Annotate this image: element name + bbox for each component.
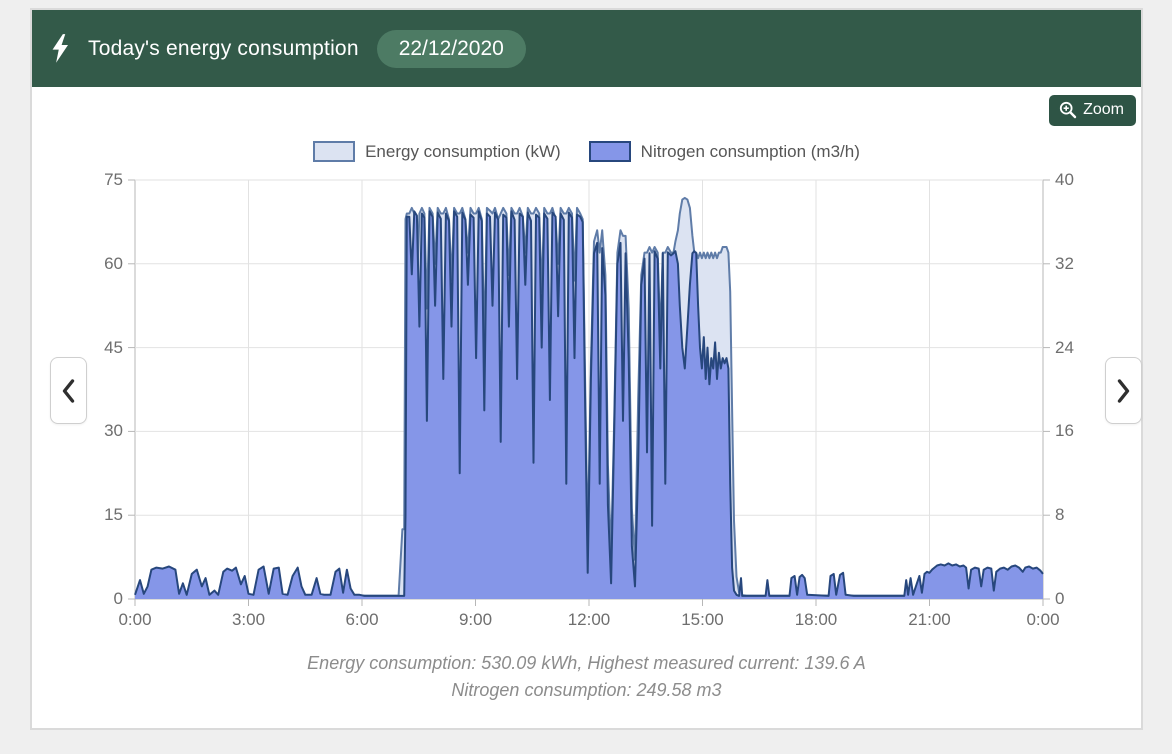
legend-swatch: [313, 141, 356, 162]
energy-consumption-card: Today's energy consumption 22/12/2020 Zo…: [30, 8, 1143, 730]
next-day-button[interactable]: [1105, 357, 1142, 424]
y-right-tick-label: 40: [1055, 170, 1074, 189]
legend-label: Nitrogen consumption (m3/h): [640, 141, 860, 161]
chart-panel: Zoom Energy consumption (kW) Nitrogen con…: [32, 87, 1142, 728]
chart-caption: Energy consumption: 530.09 kWh, Highest …: [32, 650, 1141, 704]
x-tick-label: 12:00: [567, 610, 611, 629]
magnifier-plus-icon: [1059, 101, 1077, 119]
legend-item-energy[interactable]: Energy consumption (kW): [313, 141, 561, 162]
x-tick-label: 15:00: [681, 610, 724, 629]
y-right-tick-label: 8: [1055, 505, 1065, 525]
x-tick-label: 18:00: [794, 610, 838, 629]
lightning-bolt-icon: [48, 32, 74, 66]
x-tick-label: 0:00: [1026, 610, 1060, 629]
x-tick-label: 9:00: [458, 610, 493, 629]
y-right-tick-label: 16: [1055, 421, 1074, 441]
date-badge[interactable]: 22/12/2020: [376, 29, 526, 68]
previous-day-button[interactable]: [50, 357, 87, 424]
x-tick-label: 6:00: [345, 610, 379, 629]
legend-item-nitrogen[interactable]: Nitrogen consumption (m3/h): [588, 141, 860, 162]
zoom-button-label: Zoom: [1083, 101, 1124, 118]
chevron-left-icon: [61, 378, 76, 404]
chart-plot-area[interactable]: [128, 179, 1050, 606]
y-left-tick-label: 30: [104, 421, 123, 441]
y-left-tick-label: 45: [104, 337, 123, 357]
y-right-tick-label: 0: [1055, 589, 1065, 608]
y-right-tick-label: 32: [1055, 253, 1074, 273]
chart-legend: Energy consumption (kW) Nitrogen consumpt…: [32, 141, 1141, 162]
caption-energy-line: Energy consumption: 530.09 kWh, Highest …: [307, 653, 866, 673]
y-left-tick-label: 15: [104, 505, 123, 525]
x-tick-label: 0:00: [118, 610, 152, 629]
y-left-tick-label: 75: [104, 170, 123, 189]
caption-nitrogen-line: Nitrogen consumption: 249.58 m3: [451, 680, 722, 700]
legend-swatch: [588, 141, 631, 162]
chevron-right-icon: [1116, 378, 1131, 404]
page-title: Today's energy consumption: [88, 36, 359, 60]
legend-label: Energy consumption (kW): [365, 141, 561, 161]
card-header: Today's energy consumption 22/12/2020: [32, 10, 1141, 87]
y-left-tick-label: 0: [113, 589, 123, 608]
y-left-tick-label: 60: [104, 253, 123, 273]
x-tick-label: 3:00: [231, 610, 266, 629]
zoom-button[interactable]: Zoom: [1049, 95, 1136, 126]
x-tick-label: 21:00: [908, 610, 951, 629]
y-right-tick-label: 24: [1055, 337, 1074, 357]
